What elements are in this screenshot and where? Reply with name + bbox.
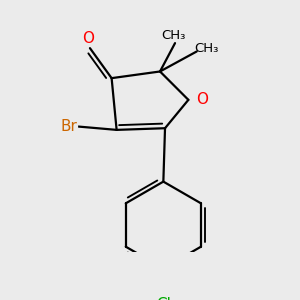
Text: Br: Br xyxy=(61,119,77,134)
Text: CH₃: CH₃ xyxy=(194,42,218,55)
Text: CH₃: CH₃ xyxy=(161,29,186,42)
Text: O: O xyxy=(82,31,94,46)
Text: O: O xyxy=(196,92,208,107)
Text: Cl: Cl xyxy=(156,297,171,300)
